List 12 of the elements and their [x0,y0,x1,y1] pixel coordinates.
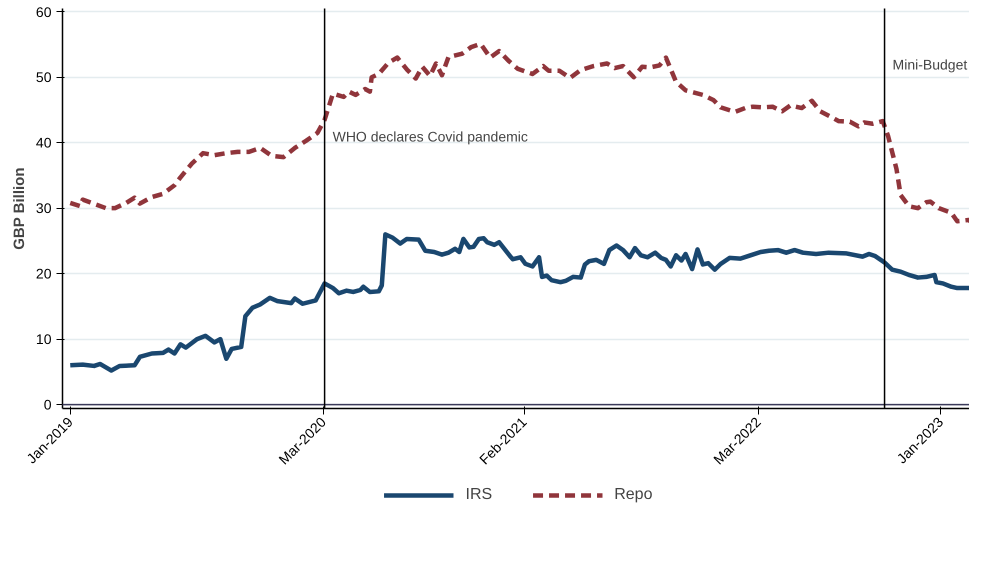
ref-line-label: Mini-Budget [892,56,968,72]
y-tick-label: 20 [36,266,52,282]
y-tick-label: 10 [36,331,52,348]
y-tick-label: 40 [36,134,52,151]
y-tick-label: 0 [44,396,52,413]
y-tick-label: 30 [36,200,52,216]
y-tick-label: 50 [36,69,52,86]
ref-line-label: WHO declares Covid pandemic [332,128,528,144]
y-tick-label: 60 [36,4,52,20]
legend-label: IRS [466,486,492,504]
y-axis-title: GBP Billion [10,168,28,250]
legend-label: Repo [614,486,652,504]
